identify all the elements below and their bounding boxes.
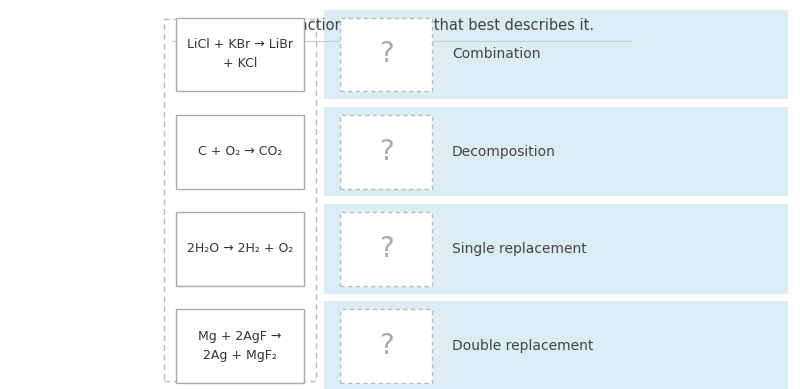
FancyBboxPatch shape <box>340 115 432 189</box>
Text: ?: ? <box>378 40 394 68</box>
Text: ?: ? <box>378 332 394 360</box>
FancyBboxPatch shape <box>324 301 788 389</box>
FancyBboxPatch shape <box>340 212 432 286</box>
Text: Combination: Combination <box>452 47 541 61</box>
FancyBboxPatch shape <box>324 107 788 196</box>
Text: ?: ? <box>378 138 394 166</box>
Text: Decomposition: Decomposition <box>452 145 556 159</box>
FancyBboxPatch shape <box>340 18 432 91</box>
FancyBboxPatch shape <box>324 10 788 99</box>
FancyBboxPatch shape <box>340 309 432 383</box>
Text: C + O₂ → CO₂: C + O₂ → CO₂ <box>198 145 282 158</box>
Text: Double replacement: Double replacement <box>452 339 594 353</box>
Text: Match the reaction to the type that best describes it.: Match the reaction to the type that best… <box>206 18 594 33</box>
Text: 2H₂O → 2H₂ + O₂: 2H₂O → 2H₂ + O₂ <box>187 242 293 256</box>
Text: LiCl + KBr → LiBr
+ KCl: LiCl + KBr → LiBr + KCl <box>187 39 293 70</box>
Text: ?: ? <box>378 235 394 263</box>
Text: Mg + 2AgF →
2Ag + MgF₂: Mg + 2AgF → 2Ag + MgF₂ <box>198 330 282 362</box>
FancyBboxPatch shape <box>176 115 304 189</box>
Text: Single replacement: Single replacement <box>452 242 586 256</box>
FancyBboxPatch shape <box>324 204 788 294</box>
FancyBboxPatch shape <box>176 18 304 91</box>
FancyBboxPatch shape <box>176 309 304 383</box>
FancyBboxPatch shape <box>176 212 304 286</box>
